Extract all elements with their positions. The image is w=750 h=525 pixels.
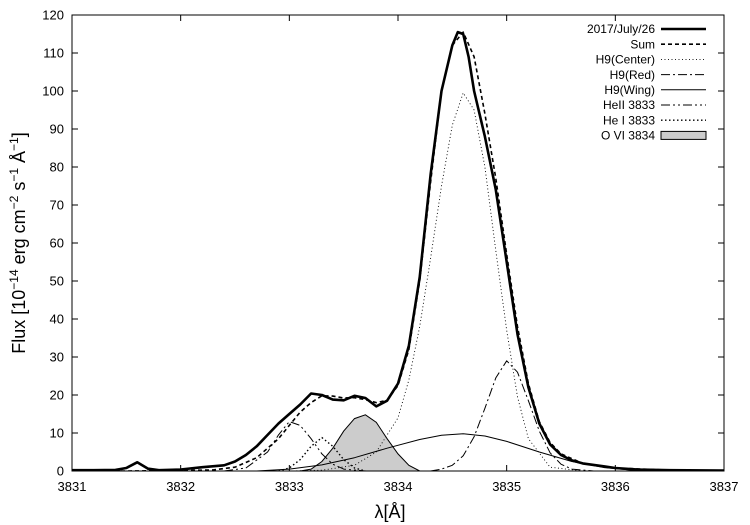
legend-label: H9(Wing) <box>604 83 655 97</box>
legend-label: H9(Center) <box>596 53 655 67</box>
y-tick-label: 30 <box>50 350 64 365</box>
legend-label: H9(Red) <box>610 68 655 82</box>
x-tick-label: 3835 <box>492 479 521 494</box>
x-tick-label: 3833 <box>275 479 304 494</box>
x-tick-label: 3832 <box>166 479 195 494</box>
legend-label: He I 3833 <box>603 113 655 127</box>
series-h9-center <box>289 92 583 471</box>
y-tick-label: 70 <box>50 198 64 213</box>
x-axis-title: λ[Å] <box>374 502 405 522</box>
series-h9-red <box>430 360 594 471</box>
series-layer <box>72 30 724 471</box>
y-tick-label: 110 <box>43 46 64 61</box>
legend-entry-he-i-3833: He I 3833 <box>603 113 706 127</box>
x-tick-label: 3836 <box>601 479 630 494</box>
legend-entry-heii-3833: HeII 3833 <box>603 98 706 112</box>
series-o-vi-3834 <box>300 414 420 471</box>
y-tick-label: 20 <box>50 388 64 403</box>
legend-swatch <box>660 130 707 140</box>
y-tick-label: 120 <box>42 8 64 23</box>
y-tick-label: 0 <box>57 464 64 479</box>
legend-entry-h9-wing: H9(Wing) <box>604 83 706 97</box>
legend-label: 2017/July/26 <box>587 22 655 36</box>
legend-label: Sum <box>630 37 655 51</box>
legend-entry-h9-center: H9(Center) <box>596 53 706 67</box>
y-tick-label: 50 <box>50 274 64 289</box>
x-tick-label: 3834 <box>384 479 413 494</box>
y-tick-label: 90 <box>50 122 64 137</box>
y-axis-title: Flux [10−14 erg cm−2 s−1 Å−1] <box>7 132 29 354</box>
series-2017-july-26 <box>72 30 724 471</box>
legend-entry-h9-red: H9(Red) <box>610 68 706 82</box>
y-tick-label: 40 <box>50 312 64 327</box>
legend-entry-o-vi-3834: O VI 3834 <box>601 129 707 143</box>
legend-entry-2017-july-26: 2017/July/26 <box>587 22 706 36</box>
axis-ticks: 3831 3832 3833 3834 3835 3836 3837 0 10 20 30 40 50 6… <box>42 8 738 495</box>
series-he-i-3833 <box>278 436 366 471</box>
y-tick-label: 10 <box>50 426 64 441</box>
y-tick-label: 80 <box>50 160 64 175</box>
legend-entry-sum: Sum <box>630 37 706 51</box>
y-tick-label: 60 <box>50 236 64 251</box>
legend-label: O VI 3834 <box>601 129 655 143</box>
x-tick-label: 3831 <box>58 479 87 494</box>
series-heii-3833 <box>224 421 366 471</box>
series-h9-wing <box>256 433 638 471</box>
legend-label: HeII 3833 <box>603 98 655 112</box>
y-tick-label: 100 <box>42 84 64 99</box>
x-tick-label: 3837 <box>710 479 739 494</box>
